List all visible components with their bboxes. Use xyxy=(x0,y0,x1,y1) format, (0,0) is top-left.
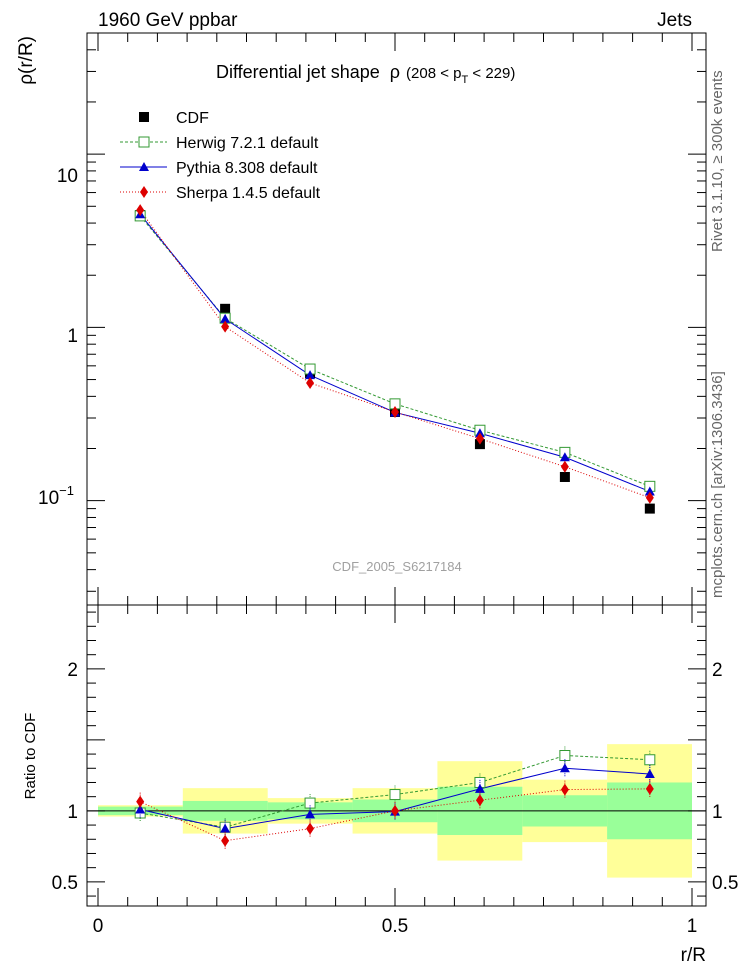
main-series-lines xyxy=(139,209,651,499)
ratio-ytick-label-left: 2 xyxy=(67,660,78,681)
main-point-cdf-5 xyxy=(559,471,570,482)
main-point-sherpa-1-4-5-default-1 xyxy=(221,320,230,333)
legend-marker-cdf xyxy=(139,112,149,122)
ratio-ytick-label-right: 0.5 xyxy=(712,873,738,894)
main-point-sherpa-1-4-5-default-5 xyxy=(560,460,569,473)
ratio-point-herwig-7-2-1-default-6 xyxy=(644,754,656,766)
main-point-pythia-8-308-default-2 xyxy=(305,370,316,380)
ratio-point-pythia-8-308-default-6 xyxy=(644,768,655,778)
ratio-point-sherpa-1-4-5-default-2 xyxy=(306,822,315,835)
ratio-point-sherpa-1-4-5-default-5 xyxy=(560,783,569,796)
ratio-point-pythia-8-308-default-5 xyxy=(559,763,570,773)
main-point-pythia-8-308-default-6 xyxy=(644,486,655,496)
xtick-label: 1 xyxy=(687,916,698,937)
main-y-axis-title: ρ(r/R) xyxy=(16,36,37,85)
legend-marker-sherpa xyxy=(140,186,148,198)
xtick-label: 0.5 xyxy=(382,916,408,937)
legend-marker-herwig xyxy=(138,136,150,148)
legend-marker-pythia xyxy=(139,162,149,171)
main-point-cdf-6 xyxy=(644,503,655,514)
ratio-point-sherpa-1-4-5-default-3 xyxy=(391,804,399,817)
legend-label-sherpa: Sherpa 1.4.5 default xyxy=(176,185,321,202)
mcplots-label: mcplots.cern.ch [arXiv:1306.3436] xyxy=(709,371,726,598)
main-panel: 10 1 10−1 ρ(r/R) Differential jet shape ρ… xyxy=(16,32,707,606)
process-label: Jets xyxy=(657,10,692,31)
main-line-sherpa-1-4-5-default xyxy=(139,209,650,499)
ratio-point-herwig-7-2-1-default-3 xyxy=(389,789,401,801)
ratio-frame xyxy=(86,604,707,907)
main-point-sherpa-1-4-5-default-0 xyxy=(136,204,145,217)
ratio-point-sherpa-1-4-5-default-0 xyxy=(136,795,145,808)
xtick-label: 0 xyxy=(93,916,104,937)
rivet-label: Rivet 3.1.10, ≥ 300k events xyxy=(709,70,726,252)
ratio-ytick-label-left: 1 xyxy=(67,802,78,823)
ytick-label-10: 10 xyxy=(57,166,78,187)
main-point-sherpa-1-4-5-default-3 xyxy=(391,405,399,418)
legend-label-cdf: CDF xyxy=(176,110,209,127)
main-y-axis xyxy=(87,32,706,605)
x-axis-title: r/R xyxy=(681,945,706,966)
ratio-y-axis-title: Ratio to CDF xyxy=(22,713,39,800)
energy-label: 1960 GeV ppbar xyxy=(98,10,238,31)
ratio-point-sherpa-1-4-5-default-6 xyxy=(645,782,654,795)
main-point-pythia-8-308-default-1 xyxy=(220,313,231,323)
legend: CDF Herwig 7.2.1 default Pythia 8.308 de… xyxy=(120,110,321,202)
ratio-point-pythia-8-308-default-4 xyxy=(474,783,485,793)
analysis-watermark: CDF_2005_S6217184 xyxy=(332,559,461,574)
main-point-sherpa-1-4-5-default-4 xyxy=(475,432,484,445)
ratio-point-sherpa-1-4-5-default-4 xyxy=(475,794,484,807)
ratio-panel: 0.5 0.5 1 1 2 2 0 0.5 1 Ratio to CDF r/R xyxy=(22,604,738,966)
chart-title: Differential jet shape ρ (208 < pT < 229) xyxy=(216,62,515,86)
ratio-series-markers xyxy=(134,746,656,850)
ratio-point-pythia-8-308-default-2 xyxy=(305,809,316,819)
main-point-sherpa-1-4-5-default-2 xyxy=(306,376,315,389)
ratio-point-herwig-7-2-1-default-5 xyxy=(559,750,571,761)
legend-label-pythia: Pythia 8.308 default xyxy=(176,160,318,177)
main-point-pythia-8-308-default-5 xyxy=(559,452,570,462)
ratio-point-herwig-7-2-1-default-2 xyxy=(304,797,316,809)
main-point-cdf-1 xyxy=(220,303,231,314)
ratio-point-sherpa-1-4-5-default-1 xyxy=(221,834,230,847)
ratio-ytick-label-right: 1 xyxy=(712,802,723,823)
ratio-axes: 0.5 0.5 1 1 2 2 0 0.5 1 xyxy=(52,605,738,937)
main-series-markers xyxy=(134,204,656,514)
main-line-herwig-7-2-1-default xyxy=(139,215,651,487)
main-line-pythia-8-308-default xyxy=(139,213,651,492)
ytick-label-0-1: 10−1 xyxy=(38,483,74,509)
legend-label-herwig: Herwig 7.2.1 default xyxy=(176,135,319,152)
ratio-point-pythia-8-308-default-1 xyxy=(220,823,231,833)
ytick-label-1: 1 xyxy=(67,326,78,347)
ratio-ytick-label-left: 0.5 xyxy=(52,873,78,894)
ratio-ytick-label-right: 2 xyxy=(712,660,723,681)
main-point-sherpa-1-4-5-default-6 xyxy=(645,491,654,504)
